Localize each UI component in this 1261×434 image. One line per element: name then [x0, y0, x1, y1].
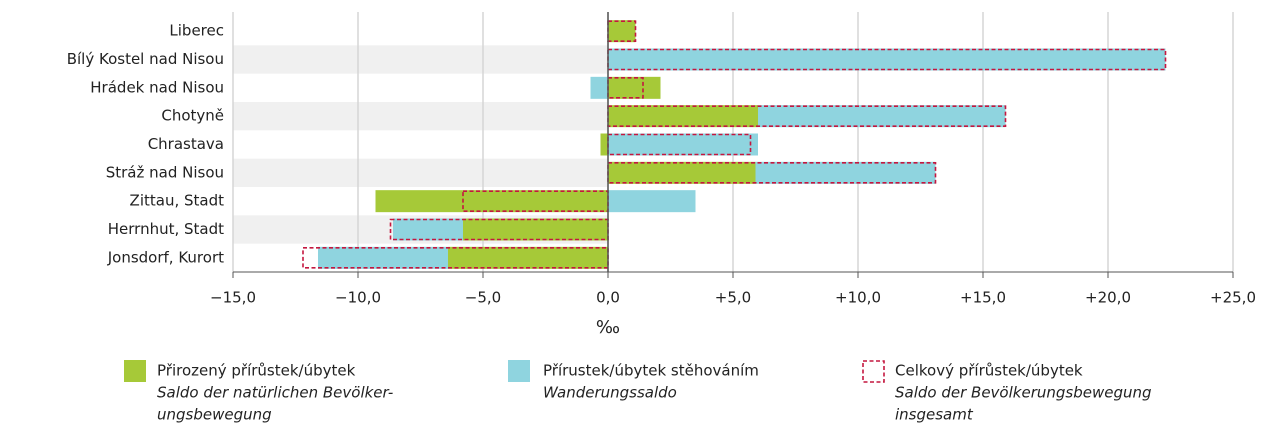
bar	[608, 20, 636, 43]
bar	[608, 190, 696, 213]
x-tick-label: 0,0	[596, 289, 620, 307]
x-tick-label: −15,0	[210, 289, 256, 307]
y-tick-label: Hrádek nad Nisou	[90, 78, 224, 96]
row-band	[233, 102, 608, 131]
legend-sublabel: Saldo der natürlichen Bevölker-	[157, 384, 393, 402]
legend-sublabel: Wanderungssaldo	[543, 384, 677, 402]
bar	[318, 246, 448, 269]
bar	[448, 246, 608, 269]
x-tick-label: −5,0	[465, 289, 501, 307]
legend-swatch	[862, 360, 885, 383]
y-tick-label: Stráž nad Nisou	[106, 163, 224, 181]
bar	[608, 105, 758, 128]
legend-sublabel: Saldo der Bevölkerungsbewegung	[895, 384, 1152, 402]
bar	[755, 161, 936, 184]
bar	[375, 190, 608, 213]
bar	[608, 76, 661, 99]
bar	[608, 48, 1166, 71]
bar	[608, 161, 756, 184]
y-tick-label: Liberec	[169, 22, 224, 40]
bar	[393, 218, 463, 241]
y-tick-label: Chrastava	[148, 135, 224, 153]
x-tick-label: −10,0	[335, 289, 381, 307]
y-tick-label: Chotyně	[161, 107, 224, 125]
y-tick-label: Bílý Kostel nad Nisou	[67, 50, 224, 68]
row-band	[233, 158, 608, 187]
bar	[463, 218, 608, 241]
bar	[590, 76, 608, 99]
bar	[758, 105, 1006, 128]
total-outline	[462, 190, 609, 212]
legend-sublabel: insgesamt	[895, 406, 974, 424]
y-tick-label: Jonsdorf, Kurort	[107, 248, 224, 266]
bar	[608, 133, 758, 156]
x-axis-label: ‰	[596, 317, 620, 338]
x-tick-label: +25,0	[1210, 289, 1256, 307]
legend-sublabel: ungsbewegung	[157, 406, 272, 424]
bar	[600, 133, 608, 156]
legend-label: Přirozený přírůstek/úbytek	[157, 362, 356, 380]
legend-swatch	[508, 360, 530, 382]
y-tick-label: Herrnhut, Stadt	[108, 220, 224, 238]
legend-swatch	[124, 360, 146, 382]
y-tick-label: Zittau, Stadt	[130, 192, 225, 210]
legend-label: Přírustek/úbytek stěhováním	[543, 362, 759, 380]
x-tick-label: +5,0	[715, 289, 751, 307]
row-band	[233, 45, 608, 74]
x-tick-label: +10,0	[835, 289, 881, 307]
x-tick-label: +20,0	[1085, 289, 1131, 307]
x-tick-label: +15,0	[960, 289, 1006, 307]
total-outline	[607, 105, 1007, 127]
legend-label: Celkový přírůstek/úbytek	[895, 362, 1083, 380]
